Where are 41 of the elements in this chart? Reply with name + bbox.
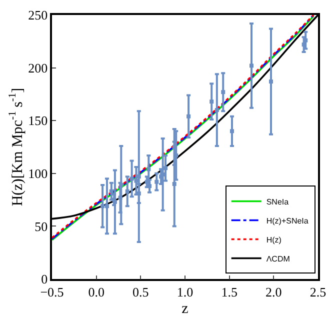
point [210,100,214,104]
point [186,114,191,118]
point [119,183,124,188]
point [144,180,149,184]
point [136,191,141,196]
point [118,196,122,200]
point [154,180,159,184]
point [163,166,168,170]
y-tick-label: 0 [41,272,48,287]
legend-label: H(z)+SNeIa [266,216,309,226]
x-tick-label: 0.5 [132,284,149,300]
point [125,189,130,194]
point [230,129,234,134]
point [250,64,254,68]
point [109,189,114,194]
point [134,178,138,183]
legend-label: SNeIa [266,197,290,206]
x-tick-label: 1.5 [221,284,238,300]
x-tick-label: 2.0 [266,284,282,300]
point [172,182,176,186]
y-tick-label: 150 [28,113,48,128]
point [146,167,151,172]
y-tick-label: 100 [28,166,48,181]
point [269,80,274,84]
point [221,90,226,94]
x-tick-label: 0.0 [88,284,104,300]
point [136,174,141,179]
point [214,108,219,112]
y-tick-label: 50 [34,218,48,234]
point [104,204,109,208]
point [100,204,105,208]
x-axis-title: z [182,300,189,317]
y-tick-label: 200 [28,60,48,76]
legend-label: H(z) [266,235,282,244]
x-tick-label: 2.5 [310,284,326,300]
y-tick-label: 250 [28,8,48,23]
legend-label: ΛCDM [266,254,290,264]
x-tick-label: −0.5 [40,284,64,300]
x-tick-label: 1.0 [176,284,194,300]
point [130,176,134,181]
point [148,184,152,188]
